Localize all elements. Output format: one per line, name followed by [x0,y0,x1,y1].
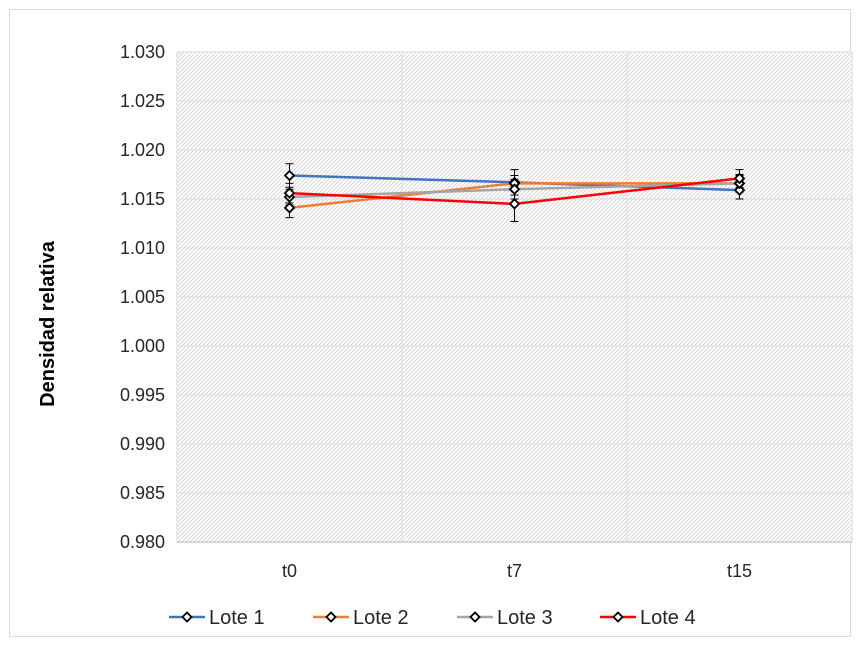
y-tick-label: 1.005 [120,287,165,307]
y-tick-label: 1.030 [120,42,165,62]
x-axis-ticks: t0 t7 t15 [282,561,752,581]
y-axis-ticks: 0.980 0.985 0.990 0.995 1.000 1.005 1.010 1.015… [120,42,165,552]
legend-item: Lote 2 [313,607,409,629]
data-point [733,172,746,185]
legend-label: Lote 1 [209,607,265,629]
data-point [733,184,746,196]
legend-marker [469,611,481,623]
x-tick-label: t0 [282,561,297,581]
legend-item: Lote 3 [457,607,553,629]
data-point [283,202,296,214]
legend-marker [325,611,337,623]
legend: Lote 1 Lote 2 Lote 3 Lote 4 [169,607,696,629]
series-layer [283,163,746,223]
legend-label: Lote 2 [353,607,409,629]
y-axis-title: Densidad relativa [37,240,59,407]
x-tick-label: t7 [507,561,522,581]
y-tick-label: 0.985 [120,483,165,503]
legend-marker [181,611,193,623]
legend-label: Lote 4 [640,607,696,629]
data-point [508,198,521,210]
data-point [283,169,296,182]
legend-label: Lote 3 [497,607,553,629]
legend-item: Lote 1 [169,607,265,629]
y-tick-label: 1.025 [120,91,165,111]
y-tick-label: 1.015 [120,189,165,209]
x-tick-label: t15 [727,561,752,581]
legend-marker [612,611,624,623]
legend-item: Lote 4 [600,607,696,629]
y-tick-label: 0.980 [120,532,165,552]
y-tick-label: 1.010 [120,238,165,258]
data-point [283,187,296,199]
y-tick-label: 1.020 [120,140,165,160]
y-tick-label: 0.990 [120,434,165,454]
y-tick-label: 1.000 [120,336,165,356]
y-tick-label: 0.995 [120,385,165,405]
gridlines [176,51,853,543]
data-point [508,183,521,195]
